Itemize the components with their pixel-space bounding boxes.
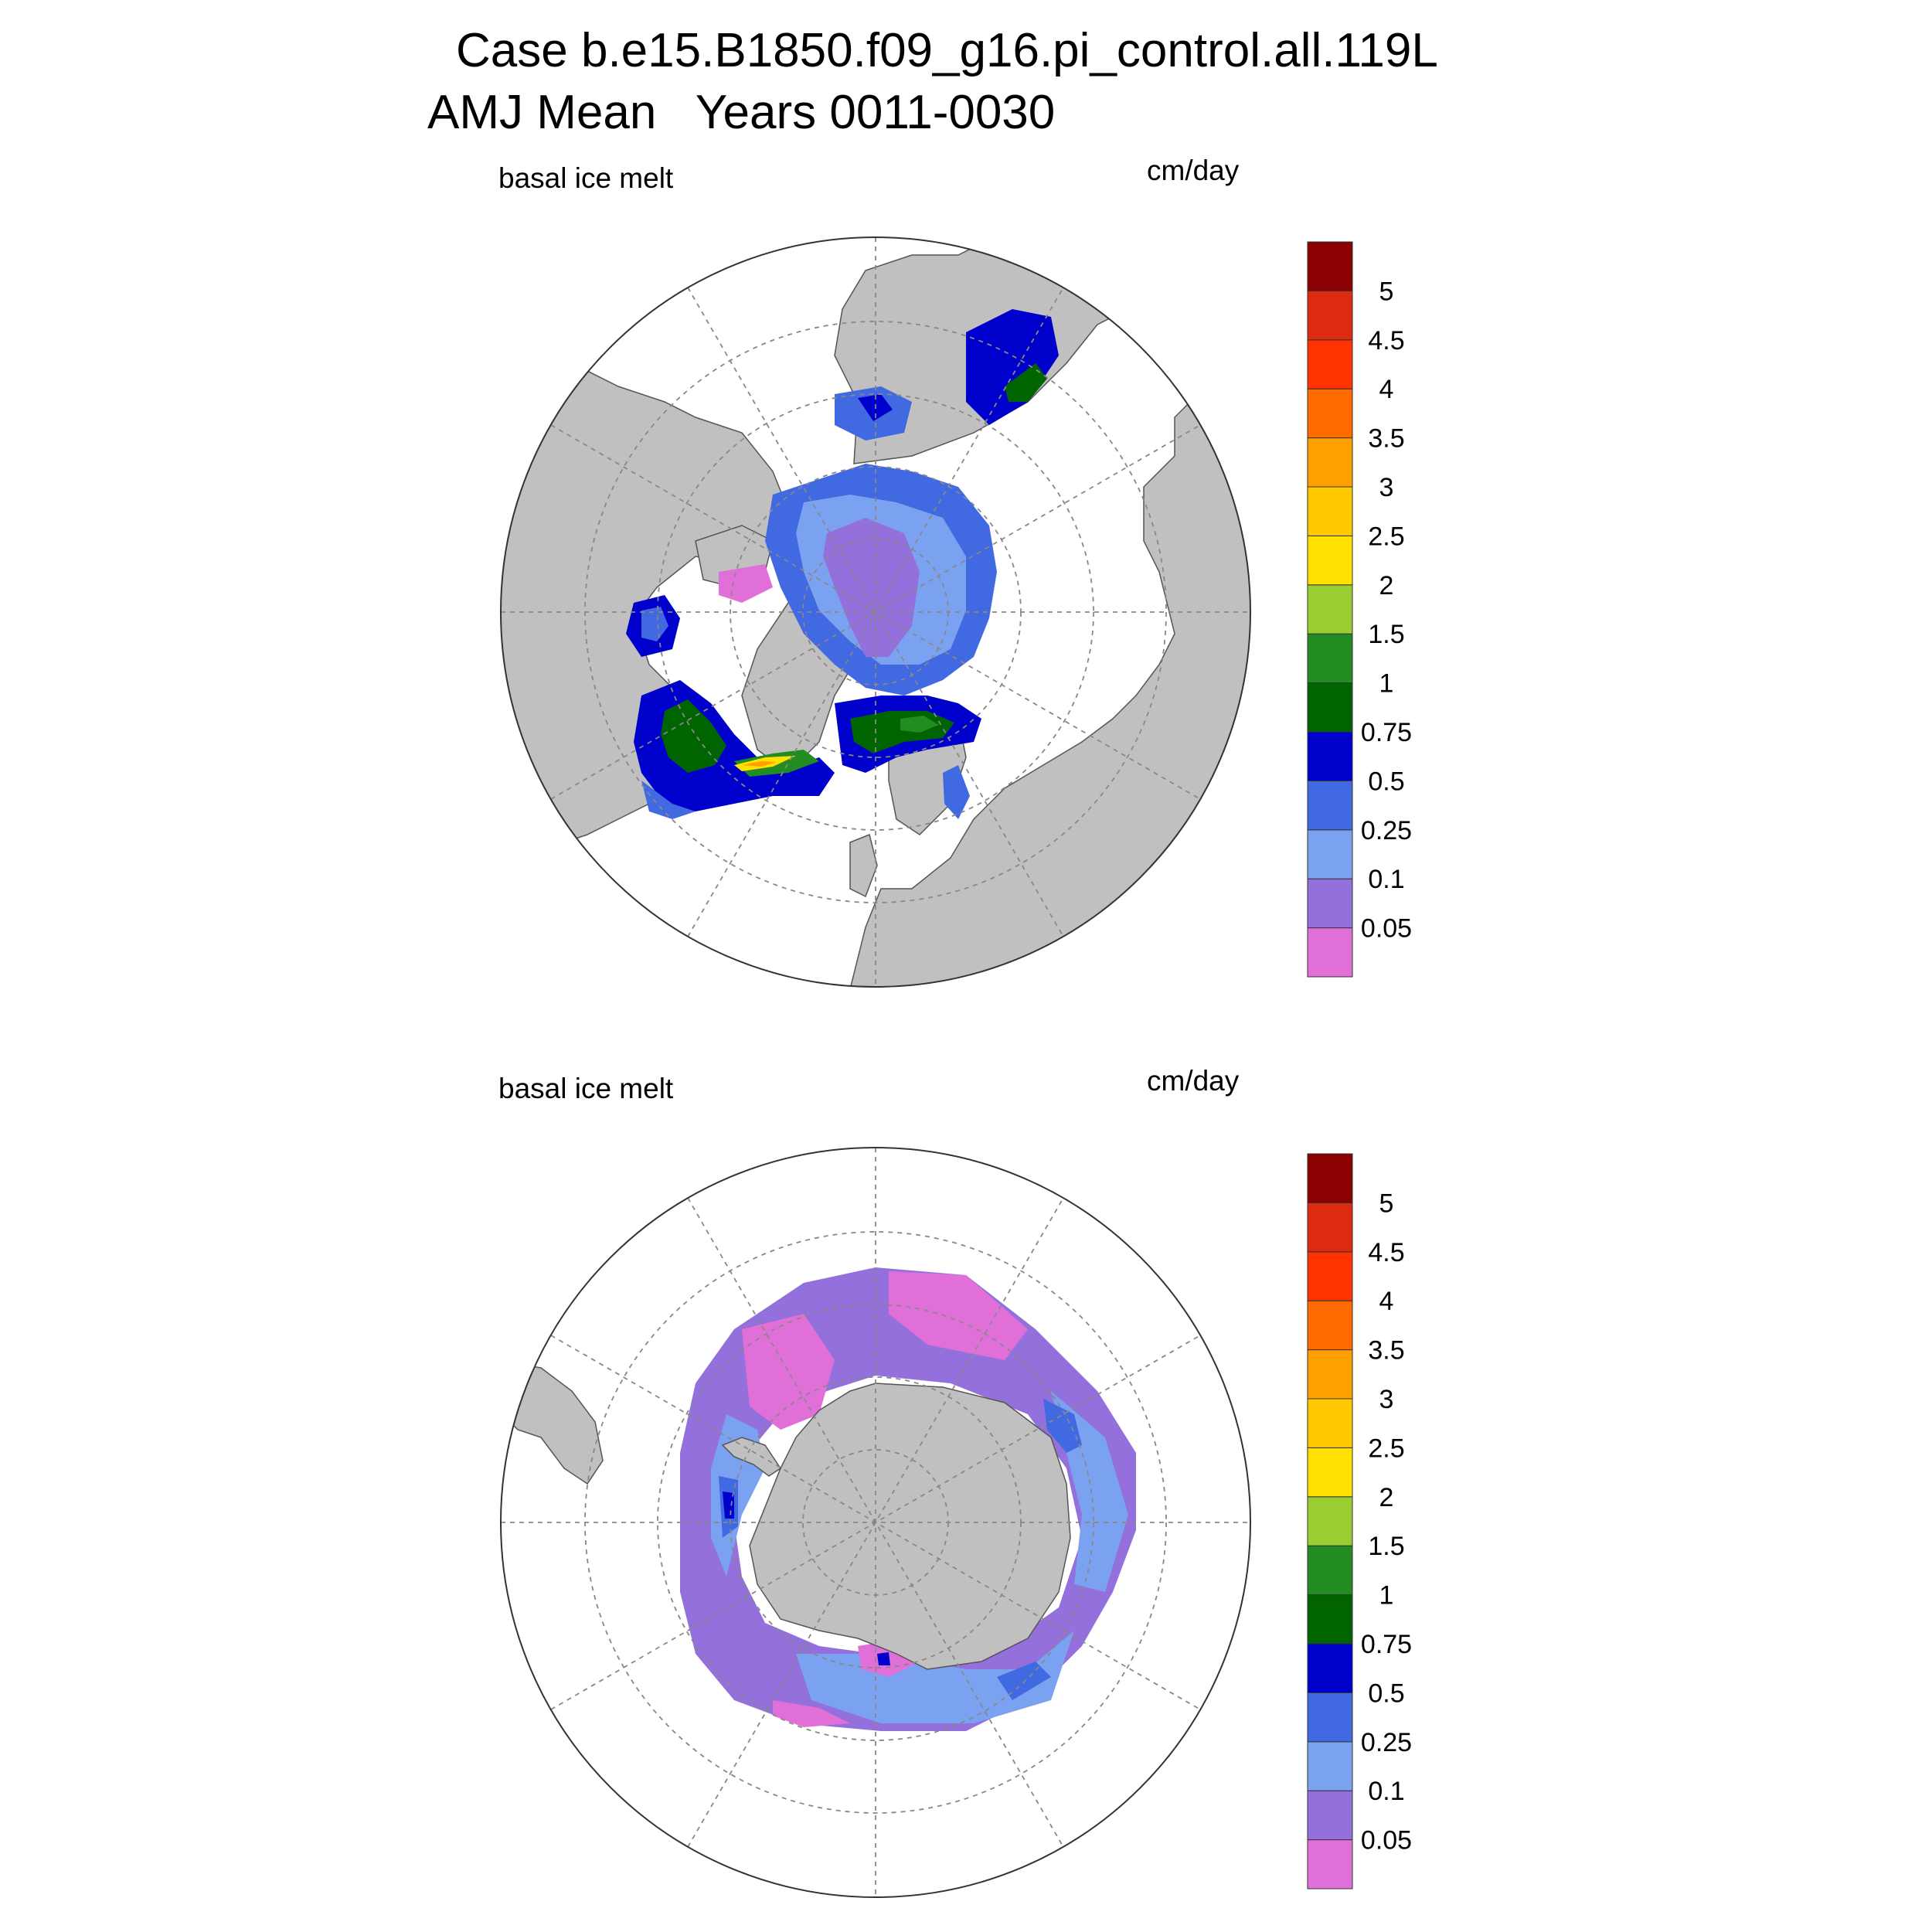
north-panel-variable-label: basal ice melt	[498, 162, 674, 194]
south-colorbar-box	[1307, 1839, 1353, 1889]
south-colorbar-tick-label: 2.5	[1368, 1434, 1404, 1463]
north-colorbar-tick-label: 2.5	[1368, 522, 1404, 551]
chart-title-line2: AMJ Mean Years 0011-0030	[427, 86, 1056, 139]
south-colorbar-box	[1307, 1202, 1353, 1253]
north-colorbar-tick-label: 3	[1379, 473, 1394, 502]
north-colorbar-tick-label: 4	[1379, 375, 1394, 404]
north-colorbar: 0.05 0.1 0.25 0.5 0.75 1 1.5 2 2.5 3 3.5 4 4.5 5	[1307, 241, 1412, 978]
north-colorbar-box	[1307, 388, 1353, 439]
north-colorbar-box	[1307, 437, 1353, 488]
north-colorbar-box	[1307, 633, 1353, 684]
south-colorbar-box	[1307, 1643, 1353, 1693]
north-colorbar-box	[1307, 927, 1353, 978]
south-colorbar-tick-label: 5	[1379, 1189, 1394, 1218]
south-colorbar-tick-label: 0.5	[1368, 1679, 1404, 1708]
north-colorbar-tick-label: 0.1	[1368, 865, 1404, 894]
north-colorbar-box	[1307, 290, 1353, 341]
north-colorbar-tick-label: 0.25	[1361, 816, 1412, 845]
north-colorbar-box	[1307, 829, 1353, 879]
south-polar-map	[500, 1147, 1251, 1898]
south-colorbar-box	[1307, 1349, 1353, 1400]
south-colorbar-tick-label: 0.1	[1368, 1777, 1404, 1806]
north-colorbar-box	[1307, 584, 1353, 634]
south-colorbar: 0.05 0.1 0.25 0.5 0.75 1 1.5 2 2.5 3 3.5 4 4.5 5	[1307, 1153, 1412, 1889]
south-colorbar-box	[1307, 1300, 1353, 1351]
south-colorbar-box	[1307, 1153, 1353, 1203]
north-colorbar-box	[1307, 731, 1353, 781]
south-colorbar-box	[1307, 1398, 1353, 1448]
south-colorbar-tick-label: 0.05	[1361, 1826, 1412, 1855]
south-colorbar-tick-label: 3.5	[1368, 1336, 1404, 1366]
north-polar-map	[500, 236, 1251, 988]
north-colorbar-box	[1307, 486, 1353, 536]
south-panel-variable-label: basal ice melt	[498, 1073, 674, 1104]
south-colorbar-tick-label: 3	[1379, 1385, 1394, 1414]
north-colorbar-tick-label: 5	[1379, 277, 1394, 306]
south-colorbar-box	[1307, 1692, 1353, 1743]
north-colorbar-tick-label: 1	[1379, 669, 1394, 699]
south-colorbar-tick-label: 0.75	[1361, 1630, 1412, 1659]
south-panel-units-label: cm/day	[1147, 1065, 1240, 1097]
south-colorbar-box	[1307, 1251, 1353, 1301]
north-colorbar-tick-label: 2	[1379, 571, 1394, 600]
south-ice-melt-field	[680, 1267, 1136, 1731]
south-colorbar-tick-label: 4	[1379, 1287, 1394, 1316]
north-colorbar-box	[1307, 241, 1353, 291]
north-colorbar-tick-label: 0.5	[1368, 767, 1404, 796]
south-colorbar-box	[1307, 1790, 1353, 1841]
south-colorbar-box	[1307, 1741, 1353, 1791]
south-colorbar-tick-label: 4.5	[1368, 1238, 1404, 1267]
south-colorbar-tick-label: 0.25	[1361, 1728, 1412, 1757]
north-colorbar-box	[1307, 682, 1353, 733]
north-panel-units-label: cm/day	[1147, 155, 1240, 186]
north-colorbar-tick-label: 0.05	[1361, 914, 1412, 944]
south-colorbar-tick-label: 2	[1379, 1483, 1394, 1512]
south-graticule	[501, 1148, 1250, 1897]
chart-title-line1: Case b.e15.B1850.f09_g16.pi_control.all.…	[456, 24, 1438, 77]
north-colorbar-tick-label: 0.75	[1361, 718, 1412, 747]
south-colorbar-tick-label: 1	[1379, 1581, 1394, 1611]
north-colorbar-tick-label: 1.5	[1368, 620, 1404, 649]
south-colorbar-box	[1307, 1594, 1353, 1645]
north-graticule	[501, 237, 1250, 987]
south-colorbar-box	[1307, 1447, 1353, 1498]
north-colorbar-box	[1307, 780, 1353, 831]
south-colorbar-box	[1307, 1496, 1353, 1546]
north-colorbar-box	[1307, 535, 1353, 586]
british-isles-land	[849, 833, 878, 898]
antarctic-peninsula-land	[721, 1437, 782, 1477]
south-colorbar-tick-label: 1.5	[1368, 1532, 1404, 1561]
north-colorbar-tick-label: 3.5	[1368, 424, 1404, 454]
north-colorbar-tick-label: 4.5	[1368, 326, 1404, 355]
south-colorbar-box	[1307, 1545, 1353, 1596]
antarctica-land	[749, 1383, 1071, 1670]
north-colorbar-box	[1307, 339, 1353, 389]
north-colorbar-box	[1307, 878, 1353, 929]
